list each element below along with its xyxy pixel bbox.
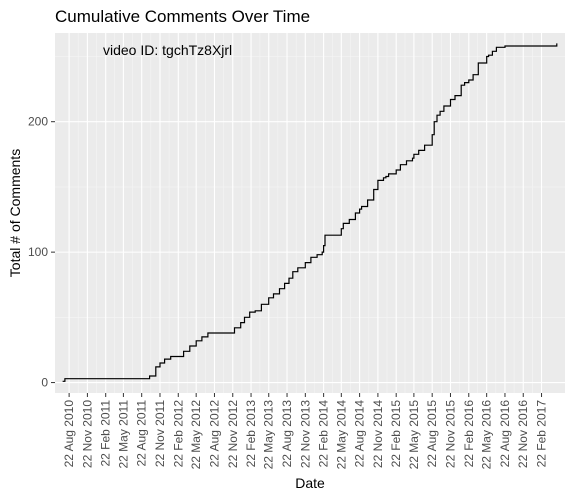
x-tick-label: 22 Nov 2012 (226, 400, 240, 468)
x-axis-title: Date (295, 475, 325, 491)
x-tick-label: 22 Nov 2015 (443, 400, 457, 468)
x-tick-label: 22 Aug 2016 (498, 400, 512, 468)
x-tick-label: 22 May 2015 (407, 400, 421, 470)
x-tick-label: 22 Feb 2017 (535, 400, 549, 468)
y-tick-label: 100 (28, 245, 48, 259)
y-axis: 0 100 200 (28, 115, 55, 390)
x-tick-label: 22 Feb 2016 (462, 400, 476, 468)
x-tick-label: 22 Aug 2011 (135, 400, 149, 467)
x-tick-label: 22 Aug 2014 (353, 400, 367, 468)
x-tick-label: 22 May 2016 (480, 400, 494, 470)
x-tick-label: 22 May 2014 (334, 400, 348, 470)
x-tick-label: 22 May 2012 (189, 400, 203, 470)
x-tick-label: 22 Nov 2013 (298, 400, 312, 468)
x-axis: 22 Aug 2010 22 Nov 2010 22 Feb 2011 22 May … (62, 393, 549, 470)
y-tick-label: 200 (28, 115, 48, 129)
plot-panel (55, 33, 565, 393)
x-tick-label: 22 Feb 2012 (171, 400, 185, 468)
x-tick-label: 22 Aug 2012 (207, 400, 221, 468)
x-tick-label: 22 Feb 2015 (389, 400, 403, 468)
series-layer (62, 43, 558, 382)
x-tick-label: 22 Nov 2010 (80, 400, 94, 468)
x-tick-label: 22 Nov 2016 (516, 400, 530, 468)
x-tick-label: 22 Nov 2014 (371, 400, 385, 468)
x-tick-label: 22 May 2011 (116, 400, 130, 469)
video-id-annotation: video ID: tgchTz8Xjrl (103, 42, 232, 58)
x-tick-label: 22 May 2013 (262, 400, 276, 470)
y-axis-title: Total # of Comments (7, 149, 23, 277)
x-tick-label: 22 Nov 2011 (153, 400, 167, 467)
cumulative-comments-line (62, 43, 558, 382)
x-tick-label: 22 Feb 2014 (317, 400, 331, 468)
y-tick-label: 0 (41, 376, 48, 390)
x-tick-label: 22 Feb 2013 (244, 400, 258, 468)
x-tick-label: 22 Aug 2015 (425, 400, 439, 468)
x-tick-label: 22 Aug 2010 (62, 400, 76, 468)
chart-title: Cumulative Comments Over Time (55, 7, 310, 26)
x-tick-label: 22 Aug 2013 (280, 400, 294, 468)
x-tick-label: 22 Feb 2011 (99, 400, 113, 467)
